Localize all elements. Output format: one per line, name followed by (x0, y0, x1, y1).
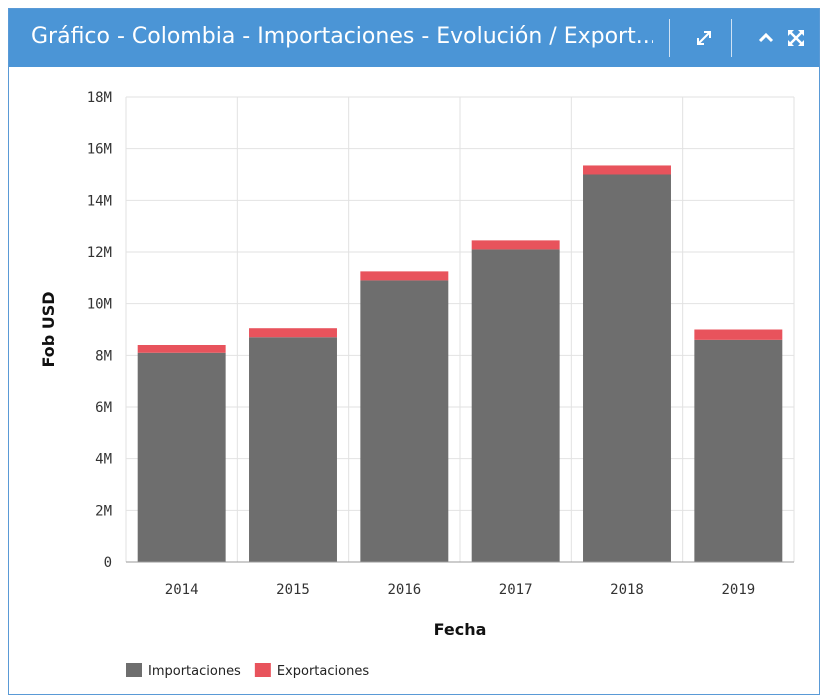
x-tick-label: 2014 (165, 582, 199, 598)
bar-chart: 0 2M 4M 6M 8M 10M 12M 14M 16M 18M 2014 2015 2016 2017… (39, 90, 795, 679)
y-tick-label: 0 (104, 555, 112, 571)
legend-label-exportaciones[interactable]: Exportaciones (277, 664, 369, 679)
x-tick-label: 2016 (387, 582, 421, 598)
expand-button[interactable] (687, 21, 721, 55)
bar-importaciones-2015[interactable] (249, 337, 337, 562)
y-axis-title: Fob USD (39, 291, 58, 367)
fullscreen-icon (788, 30, 804, 46)
bar-importaciones-2014[interactable] (137, 352, 226, 562)
y-tick-label: 6M (95, 400, 112, 416)
x-axis-title: Fecha (434, 620, 487, 639)
x-tick-label: 2015 (276, 582, 310, 598)
bar-exportaciones-2015[interactable] (249, 328, 337, 338)
x-tick-label: 2017 (499, 582, 533, 598)
y-tick-label: 16M (87, 142, 112, 158)
y-tick-label: 8M (95, 348, 112, 364)
y-tick-label: 10M (87, 297, 112, 313)
legend[interactable]: Importaciones Exportaciones (126, 663, 369, 679)
grid (125, 96, 795, 563)
expand-icon (697, 31, 711, 45)
bar-exportaciones-2017[interactable] (471, 240, 560, 250)
y-tick-label: 2M (95, 503, 112, 519)
bar-exportaciones-2019[interactable] (694, 329, 783, 340)
chart-panel: Gráfico - Colombia - Importaciones - Evo… (8, 8, 820, 695)
legend-swatch-exportaciones[interactable] (254, 663, 271, 677)
bar-exportaciones-2016[interactable] (360, 271, 449, 281)
bar-importaciones-2016[interactable] (360, 280, 449, 562)
axes: 0 2M 4M 6M 8M 10M 12M 14M 16M 18M 2014 2015 2016 2017… (87, 90, 794, 598)
bar-exportaciones-2018[interactable] (583, 165, 671, 175)
header-separator (731, 19, 732, 57)
x-tick-label: 2018 (610, 582, 644, 598)
bar-importaciones-2018[interactable] (583, 174, 671, 563)
bars (137, 165, 783, 563)
header-separator (669, 19, 670, 57)
y-tick-label: 14M (87, 193, 112, 209)
y-tick-label: 18M (87, 90, 112, 106)
y-tick-label: 4M (95, 452, 112, 468)
y-tick-label: 12M (87, 245, 112, 261)
bar-importaciones-2017[interactable] (471, 249, 560, 562)
bar-importaciones-2019[interactable] (694, 339, 783, 562)
collapse-icon (758, 32, 774, 43)
panel-title: Gráfico - Colombia - Importaciones - Evo… (31, 24, 653, 49)
bar-exportaciones-2014[interactable] (137, 345, 226, 353)
legend-swatch-importaciones[interactable] (126, 663, 142, 677)
panel-header: Gráfico - Colombia - Importaciones - Evo… (9, 9, 819, 67)
legend-label-importaciones[interactable]: Importaciones (148, 664, 241, 679)
x-tick-label: 2019 (721, 582, 755, 598)
fullscreen-button[interactable] (779, 21, 813, 55)
collapse-button[interactable] (749, 21, 783, 55)
